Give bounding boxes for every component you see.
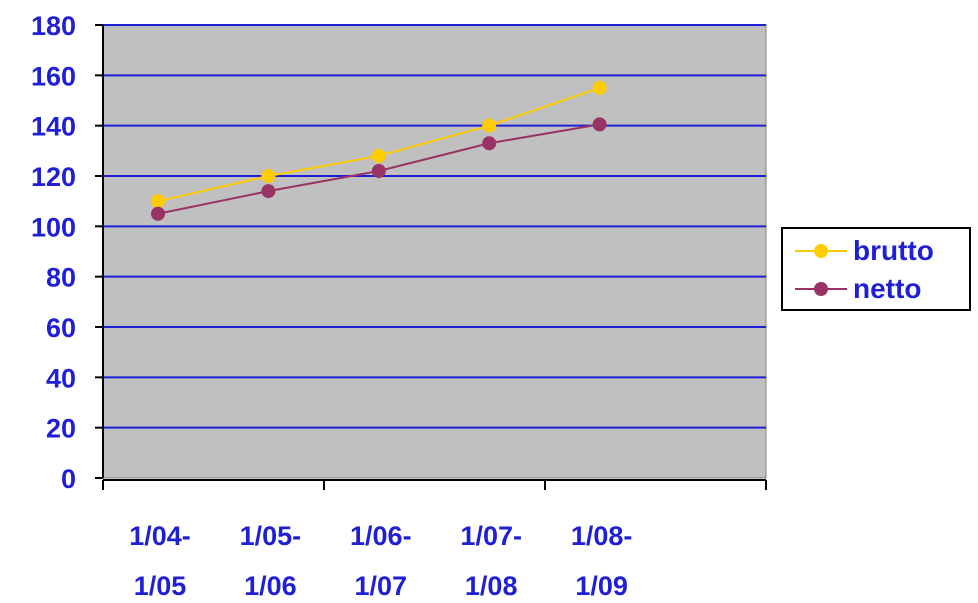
y-tick-label: 100	[31, 212, 76, 242]
x-tick-label: 1/07	[355, 571, 408, 601]
data-point-brutto	[592, 80, 607, 95]
series-netto	[151, 117, 607, 221]
legend-label-netto: netto	[853, 273, 922, 304]
x-tick-label: 1/09	[575, 571, 628, 601]
legend: brutto netto	[781, 227, 971, 311]
y-tick-label: 120	[31, 162, 76, 192]
data-point-netto	[261, 184, 276, 199]
series-layer	[151, 80, 607, 221]
x-axis: 1/04- 1/05 1/05- 1/06 1/06- 1/07 1/07- 1/08 1/08…	[102, 479, 767, 601]
x-tick-label: 1/06	[244, 571, 297, 601]
legend-label-brutto: brutto	[853, 235, 934, 266]
x-tick-label: 1/08	[465, 571, 518, 601]
legend-swatch-brutto	[795, 241, 847, 261]
y-tick-label: 160	[31, 61, 76, 91]
x-tick-label: 1/06-	[350, 521, 412, 551]
x-tick-label: 1/05-	[240, 521, 302, 551]
y-tick-label: 60	[46, 313, 76, 343]
data-point-brutto	[151, 194, 165, 209]
data-point-brutto	[261, 169, 276, 183]
y-tick-label: 40	[46, 363, 76, 393]
x-tick-label: 1/07-	[460, 521, 522, 551]
y-tick-label: 0	[61, 464, 76, 494]
data-point-netto	[151, 206, 165, 221]
legend-item-netto: netto	[795, 269, 921, 309]
series-brutto	[151, 80, 607, 209]
y-tick-label: 140	[31, 112, 76, 142]
data-point-netto	[371, 163, 386, 178]
data-point-netto	[482, 136, 497, 151]
data-point-brutto	[482, 118, 497, 133]
y-tick-label: 20	[46, 414, 76, 444]
x-tick-label: 1/08-	[571, 521, 633, 551]
data-point-brutto	[371, 148, 386, 163]
legend-swatch-netto	[795, 279, 847, 299]
plot-background	[102, 24, 767, 479]
x-tick-label: 1/04-	[129, 521, 191, 551]
y-tick-label: 180	[31, 11, 76, 41]
plot-area	[102, 24, 767, 479]
y-axis: 0 20 40 60 80 100 120 140 160 180	[31, 11, 104, 494]
x-tick-label: 1/05	[134, 571, 187, 601]
y-tick-label: 80	[46, 263, 76, 293]
data-point-netto	[592, 117, 607, 132]
legend-item-brutto: brutto	[795, 231, 934, 271]
